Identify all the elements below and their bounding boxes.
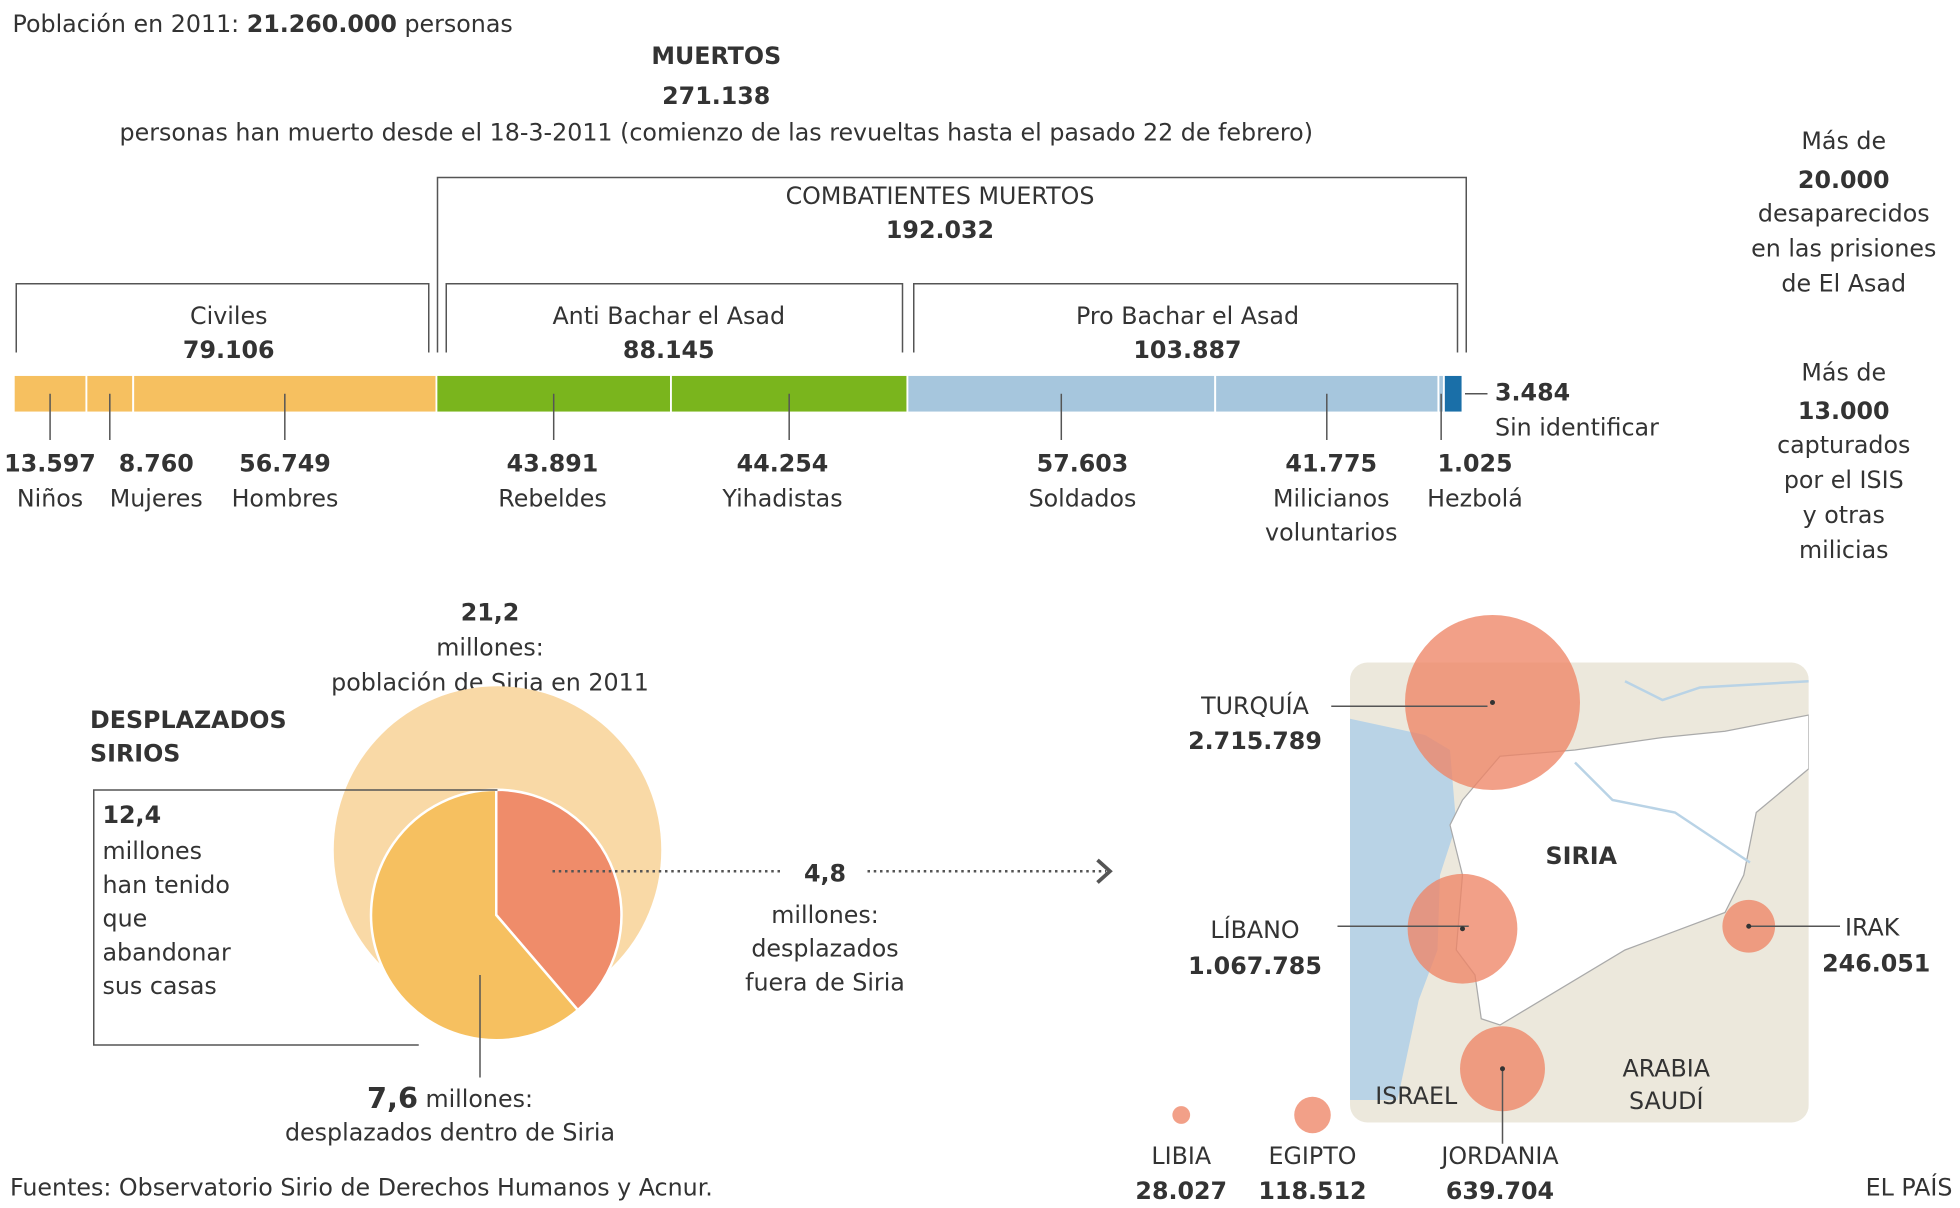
inside-label: 7,6 millones: <box>367 1081 533 1115</box>
value-label: 28.027 <box>1135 1177 1227 1205</box>
side-note: 20.000 <box>1798 166 1890 194</box>
source: Fuentes: Observatorio Sirio de Derechos … <box>10 1173 713 1201</box>
bracket <box>15 282 430 353</box>
section-title: SIRIOS <box>90 740 180 768</box>
group-label: Anti Bachar el Asad <box>552 302 785 330</box>
country-label: JORDANIA <box>1439 1142 1559 1170</box>
side-note: y otras <box>1803 501 1885 529</box>
label: fuera de Siria <box>745 968 905 996</box>
dot <box>1746 923 1752 929</box>
country-label: LÍBANO <box>1210 916 1299 944</box>
value-label: 1.025 <box>1437 450 1512 478</box>
dot <box>1500 1066 1505 1072</box>
value-label: 13.597 <box>4 450 96 478</box>
population-part: Población en 2011: <box>13 10 240 38</box>
label: abandonar <box>103 938 231 966</box>
value-label: 56.749 <box>239 450 331 478</box>
unit: millones: <box>425 1085 533 1113</box>
label: desplazados dentro de Siria <box>285 1118 615 1146</box>
group-label: Civiles <box>190 302 267 330</box>
country-label: EGIPTO <box>1269 1142 1357 1170</box>
map-label: SAUDÍ <box>1629 1087 1703 1115</box>
segment-name: Hezbolá <box>1427 485 1523 513</box>
value-label: 246.051 <box>1822 950 1930 978</box>
value-label: 12,4 <box>103 801 162 829</box>
deaths-total: 271.138 <box>662 82 770 110</box>
map-label: ISRAEL <box>1375 1082 1458 1110</box>
value-label: 43.891 <box>507 450 599 478</box>
segment-name: Sin identificar <box>1495 413 1659 441</box>
value-label: 118.512 <box>1258 1177 1366 1205</box>
country-label: TURQUÍA <box>1200 692 1309 720</box>
segment-name: Soldados <box>1029 485 1137 513</box>
group-label: Pro Bachar el Asad <box>1076 302 1299 330</box>
group-total: 103.887 <box>1133 336 1241 364</box>
country-label: LIBIA <box>1151 1142 1212 1170</box>
bar-segment <box>1442 374 1464 414</box>
side-note: de El Asad <box>1781 270 1906 298</box>
label: que <box>103 905 148 933</box>
value-label: 21,2 <box>461 598 520 626</box>
dot <box>1490 700 1495 705</box>
segment-name: Mujeres <box>110 485 203 513</box>
segment-name: Yihadistas <box>721 485 842 513</box>
dot <box>1460 926 1465 932</box>
value-label: 1.067.785 <box>1188 952 1322 980</box>
label: desplazados <box>751 935 898 963</box>
bracket <box>913 282 1459 353</box>
label: sus casas <box>103 972 217 1000</box>
pie-slice <box>369 788 580 1042</box>
population-line: Población en 2011: 21.260.000 personas <box>13 10 513 38</box>
label: millones: <box>436 633 544 661</box>
side-note: por el ISIS <box>1784 466 1904 494</box>
deaths-subtitle: personas han muerto desde el 18-3-2011 (… <box>120 118 1313 146</box>
segment-name: Niños <box>17 485 83 513</box>
map-label: ARABIA <box>1622 1055 1710 1083</box>
brand: EL PAÍS <box>1866 1173 1953 1201</box>
bracket <box>445 282 904 353</box>
refugee-bubble <box>1294 1096 1331 1134</box>
population-part: 21.260.000 <box>247 10 397 38</box>
side-note: 13.000 <box>1798 397 1890 425</box>
group-total: 79.106 <box>183 336 275 364</box>
side-note: capturados <box>1777 431 1910 459</box>
segment-name: Hombres <box>232 485 339 513</box>
deaths-title: MUERTOS <box>651 42 781 70</box>
country-label: IRAK <box>1845 913 1901 941</box>
value-label: 44.254 <box>737 450 829 478</box>
segment-name: voluntarios <box>1265 518 1397 546</box>
group-label: COMBATIENTES MUERTOS <box>786 182 1095 210</box>
section-title: DESPLAZADOS <box>90 706 287 734</box>
value-label: 3.484 <box>1495 378 1570 406</box>
label: millones <box>103 837 203 865</box>
side-note: en las prisiones <box>1751 235 1936 263</box>
side-note: Más de <box>1801 127 1886 155</box>
value-label: 41.775 <box>1285 450 1377 478</box>
arrow <box>1096 858 1113 884</box>
refugee-bubble <box>1172 1106 1191 1124</box>
population-part: personas <box>404 10 512 38</box>
value-label: 2.715.789 <box>1188 727 1322 755</box>
label: millones: <box>771 901 879 929</box>
side-note: Más de <box>1801 358 1886 386</box>
value-label: 57.603 <box>1037 450 1129 478</box>
pie-slice <box>495 788 623 1012</box>
value-label: 8.760 <box>119 450 194 478</box>
map-label: SIRIA <box>1546 842 1618 870</box>
bracket <box>436 176 1467 353</box>
side-note: milicias <box>1799 536 1889 564</box>
group-total: 192.032 <box>886 216 994 244</box>
group-total: 88.145 <box>623 336 715 364</box>
side-note: desaparecidos <box>1758 200 1930 228</box>
segment-name: Milicianos <box>1273 485 1389 513</box>
value-label: 4,8 <box>804 860 846 888</box>
bracket <box>93 789 498 1046</box>
segment-name: Rebeldes <box>498 485 606 513</box>
label: han tenido <box>103 871 230 899</box>
value-label: 7,6 <box>367 1081 418 1115</box>
value-label: 639.704 <box>1446 1177 1554 1205</box>
